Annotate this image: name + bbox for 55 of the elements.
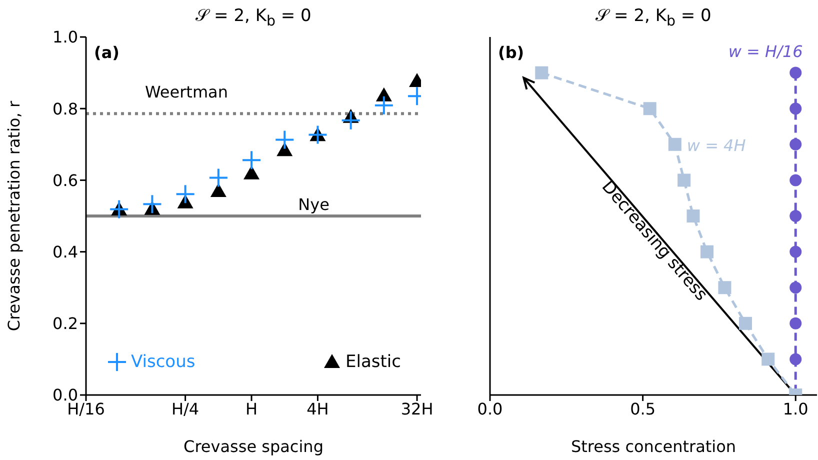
annotation: (b) bbox=[498, 43, 524, 62]
x-axis-title: Crevasse spacing bbox=[184, 437, 324, 456]
point bbox=[242, 150, 262, 170]
point bbox=[790, 353, 802, 366]
point bbox=[790, 174, 802, 186]
point bbox=[535, 66, 548, 80]
point bbox=[790, 102, 802, 115]
point bbox=[210, 182, 226, 197]
point bbox=[700, 245, 714, 258]
x-tick-label: H bbox=[246, 399, 258, 418]
x-tick-label: H/4 bbox=[172, 399, 200, 418]
y-tick-label: 0.4 bbox=[52, 242, 78, 262]
point bbox=[686, 210, 700, 222]
point bbox=[109, 199, 130, 220]
point bbox=[762, 352, 775, 366]
x-tick-label: 32H bbox=[400, 399, 434, 418]
point bbox=[274, 130, 295, 150]
point bbox=[244, 165, 260, 180]
y-tick-label: 1.0 bbox=[52, 28, 78, 47]
point bbox=[308, 124, 328, 145]
point bbox=[668, 138, 682, 151]
chart-title: 𝒮 = 2, K$_{b}$ = 0 bbox=[194, 6, 312, 30]
point bbox=[142, 194, 162, 214]
point bbox=[790, 210, 802, 222]
point bbox=[208, 168, 228, 188]
x-tick-label: 0.5 bbox=[630, 399, 656, 418]
point bbox=[790, 282, 802, 294]
y-tick-label: 0.6 bbox=[52, 170, 78, 190]
point bbox=[790, 246, 802, 258]
point bbox=[790, 317, 802, 330]
x-axis-title: Stress concentration bbox=[570, 437, 736, 456]
legend-label: Elastic bbox=[346, 352, 401, 372]
y-tick-label: 0.8 bbox=[52, 99, 78, 118]
point bbox=[738, 316, 752, 330]
x-tick-label: 4H bbox=[306, 399, 329, 418]
legend-label: Viscous bbox=[131, 352, 196, 372]
point bbox=[718, 281, 732, 294]
annotation: (a) bbox=[94, 43, 120, 62]
ref-line-label: Weertman bbox=[145, 82, 228, 102]
x-tick-label: 0.0 bbox=[477, 399, 503, 418]
chart-title: 𝒮 = 2, K$_{b}$ = 0 bbox=[594, 6, 712, 30]
series-label: w = 4H bbox=[686, 136, 746, 155]
ref-line-label: Nye bbox=[298, 195, 330, 214]
point bbox=[340, 110, 361, 130]
series-label: w = H/16 bbox=[728, 42, 803, 61]
point bbox=[374, 95, 394, 116]
x-tick-label: 1.0 bbox=[782, 399, 808, 418]
point bbox=[376, 87, 392, 102]
point bbox=[643, 102, 656, 116]
point bbox=[790, 66, 802, 79]
point bbox=[678, 174, 691, 187]
point bbox=[790, 138, 802, 150]
y-axis-title: Crevasse penetration ratio, r bbox=[4, 100, 24, 332]
y-tick-label: 0.2 bbox=[52, 314, 78, 334]
point bbox=[175, 184, 196, 204]
